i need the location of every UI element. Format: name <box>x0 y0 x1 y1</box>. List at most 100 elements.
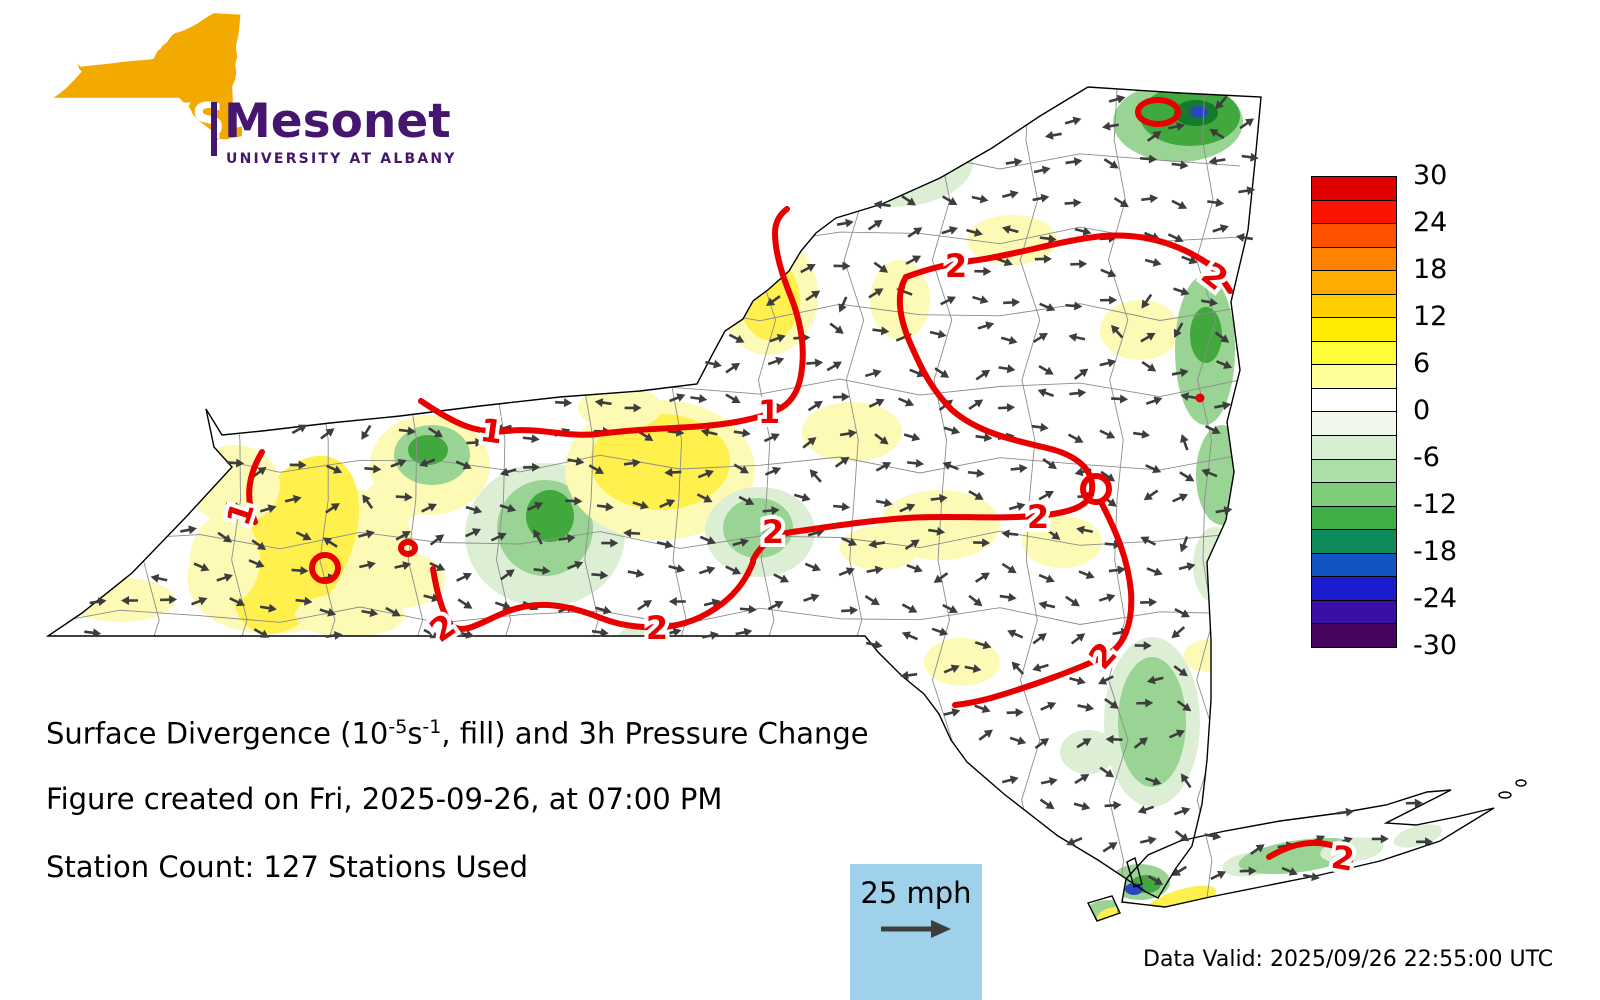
pressure-vector-icon <box>1110 324 1124 339</box>
pressure-vector-icon <box>1405 798 1423 808</box>
pressure-vector-icon <box>1077 702 1095 712</box>
pressure-vector-icon <box>875 498 893 508</box>
divergence-fill-blob <box>840 526 920 570</box>
pressure-vector-icon <box>1032 332 1048 344</box>
divergence-fill-blob <box>813 117 973 207</box>
pressure-vector-icon <box>1034 738 1050 750</box>
pressure-vector-icon <box>1336 836 1353 846</box>
pressure-vector-icon <box>394 561 412 570</box>
divergence-fill-blob <box>1100 300 1180 360</box>
pressure-vector-icon <box>1214 331 1230 343</box>
pressure-change-contours-layer <box>246 97 1354 864</box>
pressure-vector-icon <box>793 493 811 502</box>
pressure-vector-icon <box>1136 698 1154 708</box>
pressure-vector-icon <box>322 537 338 548</box>
pressure-vector-icon <box>906 564 923 573</box>
pressure-vector-icon <box>160 595 178 605</box>
figure-title: Surface Divergence (10-5s-1, fill) and 3… <box>46 716 869 751</box>
pressure-vector-icon <box>975 369 991 381</box>
pressure-vector-icon <box>1179 471 1195 482</box>
pressure-vector-icon <box>656 540 674 549</box>
wind-reference-arrow-icon <box>881 920 951 938</box>
pressure-vector-icon <box>291 566 309 576</box>
contour-label: 2 <box>762 513 784 551</box>
pressure-vector-icon <box>826 361 842 372</box>
pressure-vector-icon <box>427 427 443 438</box>
pressure-vector-icon <box>909 368 926 378</box>
pressure-vector-icon <box>465 528 482 538</box>
pressure-vector-icon <box>928 526 946 536</box>
colorbar-segment <box>1312 294 1396 319</box>
pressure-vector-icon <box>1167 122 1185 131</box>
colorbar-tick-label: -30 <box>1413 630 1458 661</box>
pressure-vector-icon <box>1239 118 1255 130</box>
pressure-vector-icon <box>1178 562 1196 572</box>
pressure-vector-icon <box>942 195 958 205</box>
colorbar-tick-label: 6 <box>1413 348 1431 379</box>
pressure-vector-icon <box>872 326 890 336</box>
pressure-vector-icon <box>735 627 753 637</box>
pressure-contour-line <box>418 206 806 438</box>
pressure-vector-icon <box>395 492 413 502</box>
pressure-change-vectors-layer <box>84 94 1434 885</box>
pressure-vector-icon <box>1146 567 1163 576</box>
pressure-vector-icon <box>1168 729 1186 739</box>
colorbar-segment <box>1312 600 1396 625</box>
pressure-contour-line <box>903 232 1233 294</box>
pressure-vector-icon <box>595 605 612 615</box>
pressure-vector-icon <box>320 428 335 440</box>
pressure-vector-icon <box>121 596 138 605</box>
pressure-vector-icon <box>833 261 851 271</box>
figure-created-timestamp: Figure created on Fri, 2025-09-26, at 07… <box>46 782 723 816</box>
divergence-fill-blob <box>967 215 1057 265</box>
pressure-contour-loop <box>309 552 341 584</box>
pressure-vector-icon <box>1044 130 1062 140</box>
pressure-vector-icon <box>659 499 676 509</box>
pressure-vector-icon <box>1032 633 1047 645</box>
pressure-vector-icon <box>251 539 267 551</box>
pressure-vector-icon <box>873 200 891 210</box>
pressure-vector-icon <box>865 640 883 650</box>
pressure-vector-icon <box>423 628 439 639</box>
pressure-vector-icon <box>839 429 857 438</box>
pressure-vector-icon <box>490 532 507 542</box>
pressure-vector-icon <box>838 296 848 313</box>
pressure-vector-icon <box>1113 197 1129 208</box>
pressure-vector-icon <box>362 494 374 509</box>
pressure-vector-icon <box>968 594 983 607</box>
pressure-vector-icon <box>899 503 916 513</box>
pressure-vector-icon <box>1038 490 1054 501</box>
pressure-vector-icon <box>668 597 686 606</box>
pressure-vector-icon <box>1105 734 1123 744</box>
wind-reference-label: 25 mph <box>860 876 972 910</box>
pressure-vector-icon <box>1140 536 1157 546</box>
pressure-vector-icon <box>359 560 376 570</box>
colorbar-segment <box>1312 436 1396 460</box>
pressure-vector-icon <box>423 593 441 603</box>
pressure-vector-icon <box>728 333 745 343</box>
logo-acronym: NYS <box>116 94 227 149</box>
pressure-vector-icon <box>1141 360 1157 372</box>
pressure-vector-icon <box>601 538 619 548</box>
pressure-vector-icon <box>558 533 576 543</box>
pressure-vector-icon <box>1207 198 1225 208</box>
pressure-vector-icon <box>1173 287 1190 296</box>
pressure-vector-icon <box>1046 528 1061 540</box>
pressure-vector-icon <box>1241 152 1259 162</box>
pressure-vector-icon <box>931 627 949 636</box>
pressure-vector-icon <box>978 729 993 741</box>
pressure-vector-icon <box>1001 529 1019 539</box>
pressure-vector-icon <box>500 569 515 581</box>
colorbar-tick-label: 12 <box>1413 301 1448 332</box>
pressure-vector-icon <box>1108 565 1126 575</box>
pressure-vector-icon <box>1173 322 1184 338</box>
pressure-vector-icon <box>252 466 267 478</box>
pressure-vector-icon <box>217 531 233 543</box>
pressure-vector-icon <box>1208 156 1226 166</box>
pressure-vector-icon <box>1010 464 1028 473</box>
title-text: s <box>407 716 423 751</box>
pressure-vector-icon <box>325 503 340 514</box>
pressure-vector-icon <box>934 367 950 378</box>
pressure-vector-icon <box>1140 597 1158 607</box>
divergence-colorbar: 30 24 18 12 6 0 -6 -12 -18 -24 -30 <box>1311 161 1457 661</box>
